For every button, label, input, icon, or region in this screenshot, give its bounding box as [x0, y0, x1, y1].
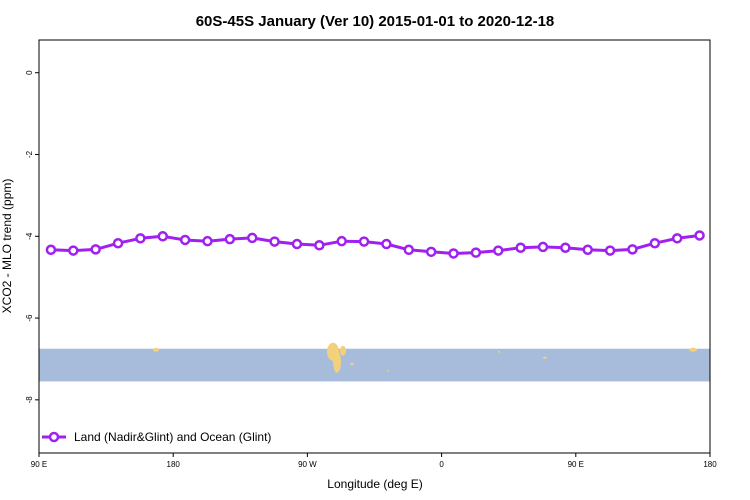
land-patch — [340, 345, 346, 356]
data-point — [314, 240, 325, 251]
x-tick-label: 180 — [167, 460, 181, 469]
y-tick-label: 0 — [25, 70, 34, 75]
data-point — [45, 244, 57, 256]
data-point — [403, 244, 415, 256]
x-tick-label: 180 — [703, 460, 717, 469]
series-line — [50, 234, 700, 255]
data-point — [291, 238, 303, 250]
data-point — [90, 244, 101, 255]
x-tick-label: 90 W — [298, 460, 317, 469]
x-axis-label: Longitude (deg E) — [327, 477, 422, 491]
data-point — [112, 237, 124, 249]
chart-title: 60S-45S January (Ver 10) 2015-01-01 to 2… — [196, 13, 555, 30]
data-point — [470, 247, 482, 258]
data-point — [560, 242, 571, 253]
y-axis-label: XCO2 - MLO trend (ppm) — [0, 179, 14, 314]
data-point — [68, 245, 79, 256]
data-point — [425, 246, 437, 258]
data-point — [269, 236, 280, 247]
y-tick-label: -8 — [25, 396, 34, 404]
data-point — [179, 234, 191, 246]
land-patch — [689, 347, 697, 352]
data-point — [202, 235, 213, 247]
ocean-band — [39, 348, 710, 382]
map-band — [39, 342, 710, 382]
data-point — [627, 244, 638, 255]
data-point — [493, 245, 504, 256]
land-patch — [387, 369, 389, 372]
y-tick-label: -6 — [25, 314, 34, 322]
x-tick-label: 0 — [439, 460, 444, 469]
data-point — [537, 241, 549, 253]
land-patch — [350, 362, 354, 365]
legend: Land (Nadir&Glint) and Ocean (Glint) — [42, 430, 271, 444]
data-point — [448, 248, 459, 259]
data-point — [649, 237, 661, 249]
x-tick-label: 90 E — [568, 460, 584, 469]
y-tick-label: -4 — [25, 232, 34, 240]
data-point — [157, 231, 169, 242]
legend-marker-swatch — [48, 431, 60, 443]
data-point — [246, 232, 258, 244]
data-point — [671, 233, 683, 244]
x-tick-label: 90 E — [31, 460, 47, 469]
data-point — [515, 242, 526, 253]
data-point — [358, 236, 370, 247]
data-point — [224, 233, 236, 245]
land-patch — [543, 356, 547, 359]
series-layer — [45, 230, 705, 259]
legend-label: Land (Nadir&Glint) and Ocean (Glint) — [74, 430, 271, 444]
data-point — [694, 230, 705, 241]
land-patch — [333, 350, 341, 373]
data-point — [582, 244, 593, 256]
data-point — [336, 235, 347, 247]
data-point — [381, 238, 392, 250]
data-point — [135, 233, 146, 244]
plot-frame — [38, 39, 711, 454]
land-patch — [153, 347, 159, 352]
y-tick-label: -2 — [25, 150, 34, 158]
data-point — [604, 245, 616, 256]
axes: 90 E 180 90 W 0 90 E 180 0 -2 -4 -6 -8 — [25, 70, 717, 469]
land-patch — [498, 350, 500, 353]
